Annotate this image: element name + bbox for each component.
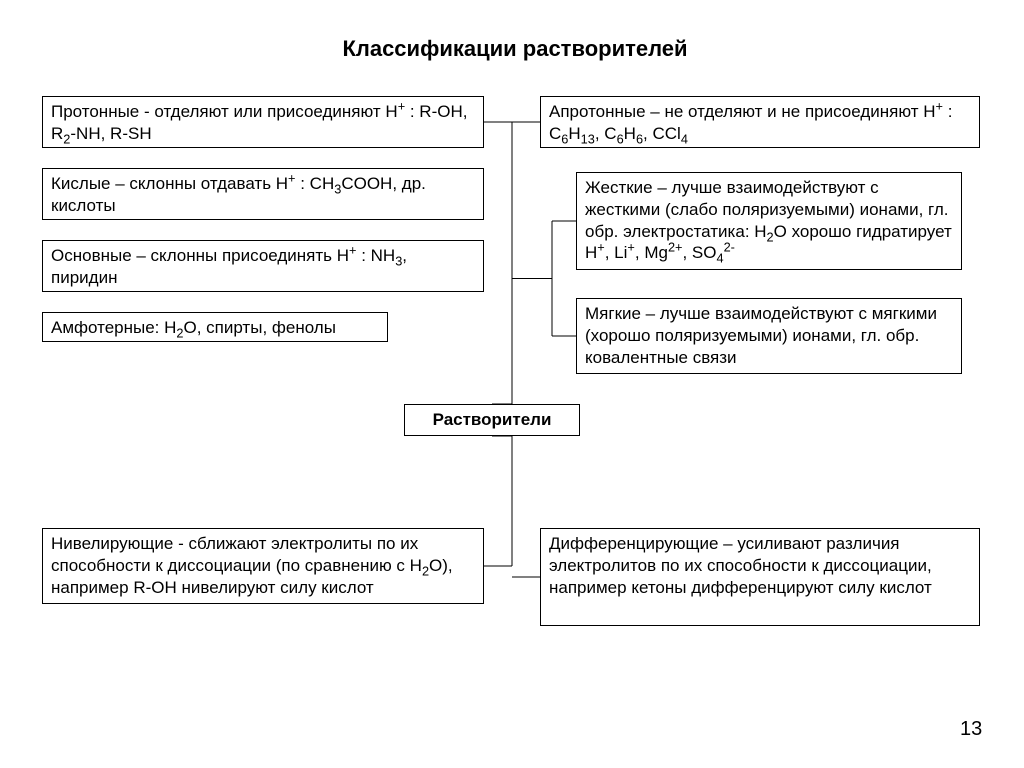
box-center: Растворители bbox=[404, 404, 580, 436]
box-differentiating: Дифференцирующие – усиливают различия эл… bbox=[540, 528, 980, 626]
box-acidic: Кислые – склонны отдавать H+ : CH3COOH, … bbox=[42, 168, 484, 220]
box-hard: Жесткие – лучше взаимодействуют с жестки… bbox=[576, 172, 962, 270]
box-protonic: Протонные - отделяют или присоединяют H+… bbox=[42, 96, 484, 148]
box-basic: Основные – склонны присоединять H+ : NH3… bbox=[42, 240, 484, 292]
box-aprotonic: Апротонные – не отделяют и не присоединя… bbox=[540, 96, 980, 148]
diagram-stage: Классификации растворителей Протонные - … bbox=[0, 0, 1024, 768]
box-amphoteric: Амфотерные: H2O, спирты, фенолы bbox=[42, 312, 388, 342]
page-title: Классификации растворителей bbox=[270, 36, 760, 62]
page-number: 13 bbox=[960, 718, 982, 741]
box-leveling: Нивелирующие - сближают электролиты по и… bbox=[42, 528, 484, 604]
box-soft: Мягкие – лучше взаимодействуют с мягкими… bbox=[576, 298, 962, 374]
